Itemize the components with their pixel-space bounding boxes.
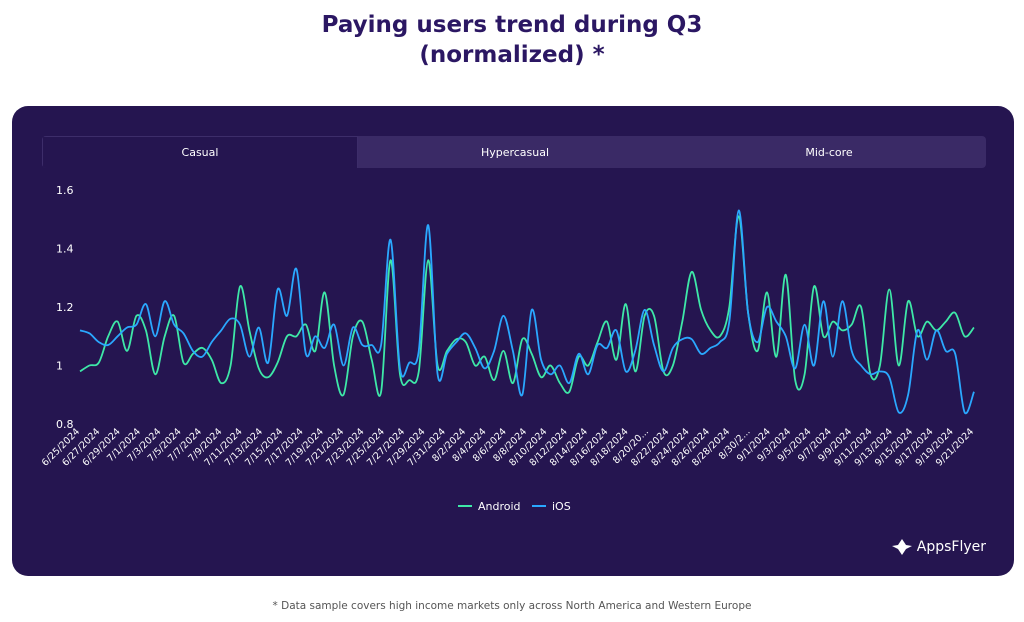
y-tick-label: 0.8 — [56, 418, 74, 431]
y-tick-label: 1.2 — [56, 301, 74, 314]
brand-logo: AppsFlyer — [891, 538, 986, 556]
brand-name: AppsFlyer — [916, 539, 986, 555]
chart-title-line1: Paying users trend during Q3 — [321, 12, 703, 38]
footnote: * Data sample covers high income markets… — [272, 600, 752, 612]
legend-label-ios: iOS — [552, 500, 571, 513]
legend-label-android: Android — [478, 500, 521, 513]
series-line-android — [79, 215, 975, 397]
y-tick-label: 1.6 — [56, 184, 74, 197]
chart-title-line2: (normalized) * — [419, 42, 605, 68]
tab-mid-core[interactable]: Mid-core — [805, 145, 853, 159]
y-tick-label: 1 — [56, 360, 63, 373]
series-line-ios — [79, 209, 975, 415]
tab-casual[interactable]: Casual — [42, 136, 358, 168]
segment-tabs: Casual Hypercasual Mid-core — [42, 136, 986, 168]
y-tick-label: 1.4 — [56, 243, 74, 256]
line-chart: 0.811.21.41.66/25/20246/27/20246/29/2024… — [40, 184, 976, 513]
chart-title: Paying users trend during Q3 (normalized… — [0, 10, 1024, 70]
chart-panel: Casual Hypercasual Mid-core 0.8 1 1.2 1.4 1.… — [12, 106, 1014, 576]
tab-hypercasual[interactable]: Hypercasual — [480, 145, 550, 159]
appsflyer-icon — [891, 539, 912, 555]
